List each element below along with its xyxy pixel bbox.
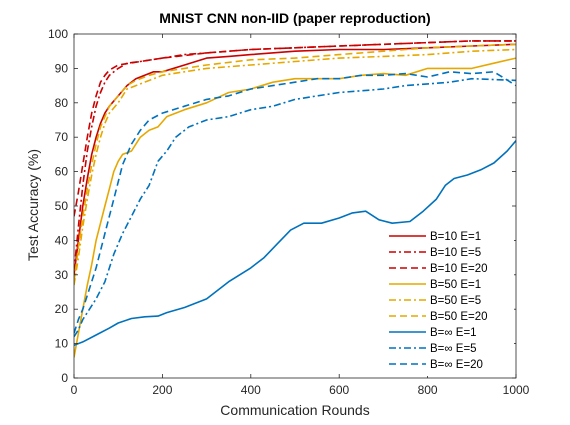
x-tick-label: 1000: [503, 383, 530, 397]
x-tick-label: 600: [329, 383, 349, 397]
x-axis-label: Communication Rounds: [220, 402, 369, 418]
y-tick-label: 70: [55, 130, 69, 144]
y-tick-label: 40: [55, 233, 69, 247]
y-tick-label: 60: [55, 165, 69, 179]
legend-label-4: B=50 E=1: [430, 279, 481, 291]
series-line-7: [74, 140, 516, 347]
legend-label-5: B=50 E=5: [430, 295, 481, 307]
y-tick-label: 50: [55, 199, 69, 213]
plot-area: [74, 40, 516, 358]
series-line-1: [74, 43, 516, 275]
legend: B=10 E=1 B=10 E=5 B=10 E=20 B=50 E=1 B=50 E=…: [386, 226, 514, 376]
x-tick-label: 200: [152, 383, 172, 397]
legend-box: [386, 226, 514, 376]
chart-title: MNIST CNN non-IID (paper reproduction): [159, 10, 430, 26]
x-tick-label: 400: [241, 383, 261, 397]
y-tick-label: 90: [55, 61, 69, 75]
series-line-5: [74, 48, 516, 286]
x-tick-label: 0: [71, 383, 78, 397]
series-line-9: [74, 71, 516, 334]
y-tick-label: 20: [55, 302, 69, 316]
legend-label-6: B=50 E=20: [430, 311, 488, 323]
series-line-8: [74, 77, 516, 338]
x-tick-label: 800: [418, 383, 438, 397]
legend-label-1: B=10 E=1: [430, 231, 481, 243]
y-tick-label: 10: [55, 337, 69, 351]
y-tick-label: 80: [55, 96, 69, 110]
series-line-6: [74, 43, 516, 282]
y-tick-label: 100: [48, 27, 68, 41]
legend-label-7: B=∞ E=1: [430, 327, 477, 339]
legend-label-2: B=10 E=5: [430, 247, 481, 259]
axes: 0 200 400 600 800 1000 0 10 20 30 40 50 60 70 80 90 100: [48, 27, 530, 397]
y-axis-label: Test Accuracy (%): [25, 149, 41, 261]
y-tick-label: 0: [61, 371, 68, 385]
series-line-4: [74, 57, 516, 358]
series-lines: [74, 40, 516, 358]
legend-label-3: B=10 E=20: [430, 263, 488, 275]
legend-label-8: B=∞ E=5: [430, 343, 477, 355]
legend-label-9: B=∞ E=20: [430, 359, 483, 371]
y-tick-label: 30: [55, 268, 69, 282]
series-line-3: [74, 40, 516, 217]
